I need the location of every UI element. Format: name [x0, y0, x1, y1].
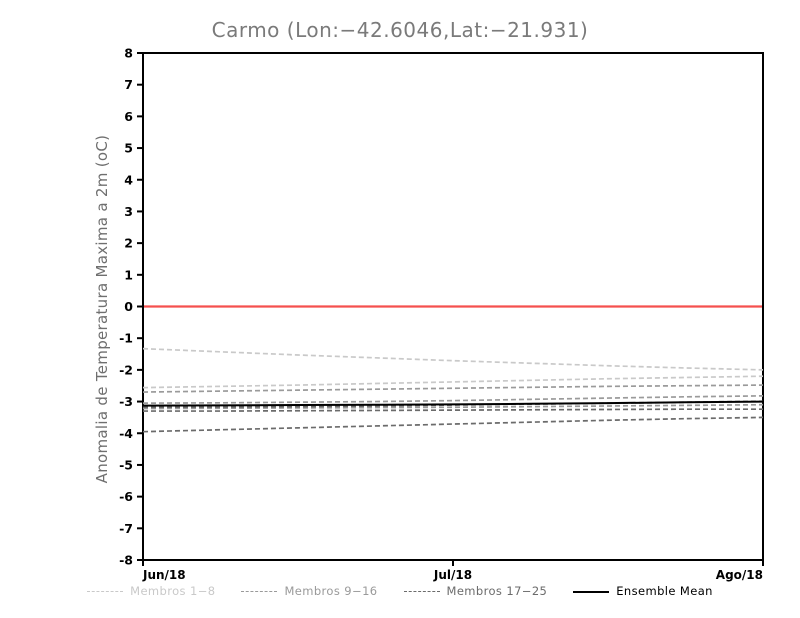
- y-tick-label: -2: [119, 362, 133, 377]
- y-tick-label: -8: [119, 553, 133, 568]
- legend-label: Membros 17−25: [446, 584, 548, 598]
- y-tick-label: 1: [124, 267, 133, 282]
- legend-item-2[interactable]: Membros 17−25: [403, 584, 548, 598]
- x-tick-label: Jul/18: [433, 568, 472, 582]
- legend-label: Membros 1−8: [130, 584, 216, 598]
- x-tick-label: Ago/18: [716, 568, 763, 582]
- y-tick-label: 2: [124, 236, 133, 251]
- series-line-g2-3: [142, 384, 764, 393]
- series-line-g2-4: [142, 395, 764, 404]
- legend-line-swatch: [87, 591, 124, 593]
- series-line-g1-1: [142, 375, 764, 389]
- y-tick-label: 6: [124, 109, 133, 124]
- legend-item-0[interactable]: Membros 1−8: [87, 584, 216, 598]
- y-tick-label: 8: [124, 46, 133, 61]
- y-tick-label: -5: [119, 457, 133, 472]
- y-tick-label: 4: [124, 172, 133, 187]
- series-line-g3-7: [143, 408, 763, 412]
- series-line-mean-9: [142, 400, 764, 407]
- legend-line-swatch: [241, 591, 278, 593]
- y-tick-label: -3: [119, 394, 133, 409]
- legend-label: Membros 9−16: [284, 584, 378, 598]
- y-tick-label: -7: [119, 521, 133, 536]
- y-tick-label: 0: [124, 299, 133, 314]
- y-tick-label: 3: [124, 204, 133, 219]
- y-tick-label: 5: [124, 141, 133, 156]
- legend-line-swatch: [403, 591, 440, 593]
- y-tick-label: 7: [124, 77, 133, 92]
- legend-line-swatch: [573, 590, 610, 593]
- series-line-g3-8: [142, 416, 764, 433]
- chart-title: Carmo (Lon:−42.6046,Lat:−21.931): [211, 18, 589, 42]
- y-tick-label: -4: [119, 426, 133, 441]
- series-line-g2-5: [142, 403, 764, 410]
- legend-label: Ensemble Mean: [616, 584, 713, 598]
- y-tick-label: -6: [119, 489, 133, 504]
- y-tick-label: -1: [119, 331, 133, 346]
- legend-item-1[interactable]: Membros 9−16: [241, 584, 378, 598]
- chart-legend: Membros 1−8 Membros 9−16 Membros 17−25 Ense…: [0, 584, 800, 598]
- x-tick-label: Jun/18: [142, 568, 186, 582]
- legend-item-3[interactable]: Ensemble Mean: [573, 584, 713, 598]
